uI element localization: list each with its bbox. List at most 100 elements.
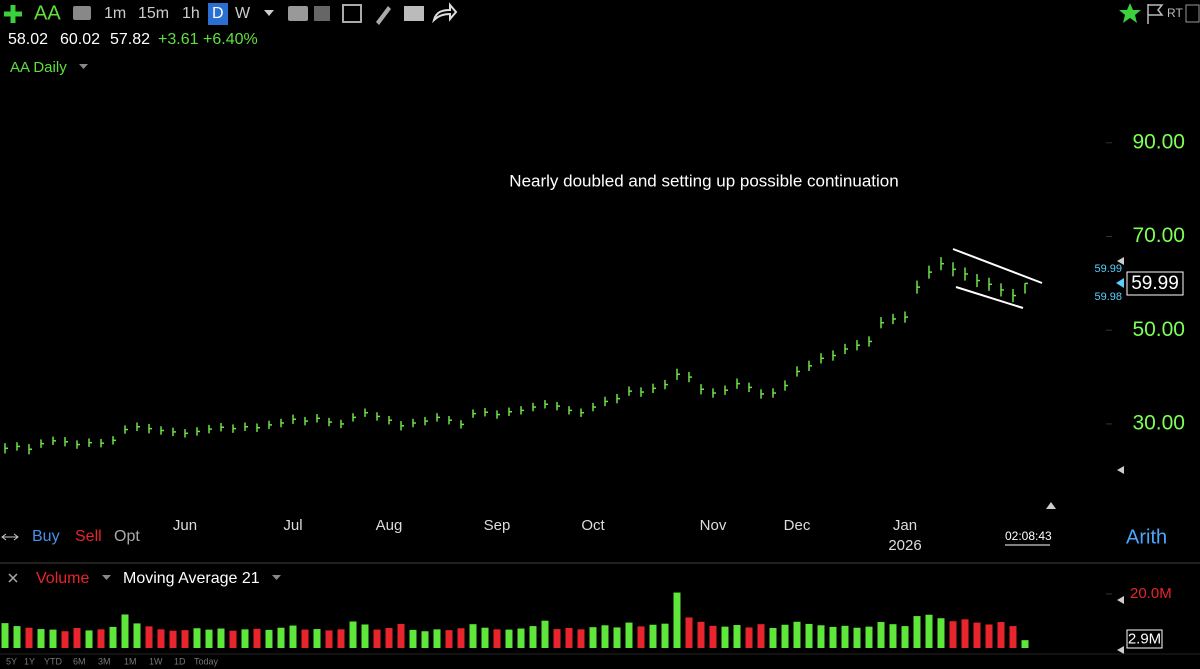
dropdown[interactable] <box>79 64 88 69</box>
channel-line[interactable] <box>955 286 1024 309</box>
interval[interactable]: W <box>235 5 251 22</box>
clock: 02:08:43 <box>1005 529 1052 543</box>
trade-sell[interactable]: Sell <box>75 528 102 545</box>
volume-bar <box>277 627 285 648</box>
volume-bar <box>205 629 213 648</box>
study-name[interactable]: Moving Average 21 <box>123 570 260 587</box>
volume-bar <box>697 621 705 648</box>
volume-bar <box>613 627 621 648</box>
icon[interactable] <box>314 6 330 21</box>
volume-label-box <box>1126 629 1163 649</box>
icon[interactable] <box>342 4 362 23</box>
volume-bar <box>841 625 849 648</box>
y-tick-label: 30.00 <box>1132 411 1185 434</box>
interval-selected <box>208 3 228 25</box>
volume-bar <box>793 621 801 648</box>
symbol[interactable]: AA <box>34 2 61 24</box>
bid: 59.99 <box>1094 263 1122 275</box>
range-option[interactable]: 5Y <box>6 656 17 666</box>
icon[interactable] <box>1185 4 1200 23</box>
trade-opt[interactable]: Opt <box>114 528 140 545</box>
icon[interactable] <box>376 6 391 25</box>
scale-mode[interactable]: Arith <box>1126 526 1167 548</box>
volume-bar <box>265 629 273 648</box>
icon[interactable] <box>288 6 308 21</box>
volume-bar <box>805 623 813 648</box>
volume-bar <box>817 625 825 648</box>
volume-bar <box>97 629 105 648</box>
volume-bar <box>133 623 141 648</box>
interval[interactable]: 1h <box>182 5 200 22</box>
range-option[interactable]: 3M <box>98 656 111 666</box>
y-tick-label: 90.00 <box>1132 130 1185 153</box>
volume-bar <box>721 626 729 648</box>
add-icon[interactable] <box>4 5 22 23</box>
quote-high: 60.02 <box>60 31 100 48</box>
range-option[interactable]: Today <box>194 656 219 666</box>
volume-bar <box>457 628 465 648</box>
icon[interactable] <box>404 6 424 21</box>
volume-bar <box>349 621 357 648</box>
range-option[interactable]: 1W <box>149 656 163 666</box>
dropdown[interactable] <box>264 10 274 16</box>
volume-bar <box>433 629 441 648</box>
quote-open: 58.02 <box>8 31 48 48</box>
volume-bar <box>997 622 1005 648</box>
icon[interactable] <box>73 6 91 20</box>
trade-buy[interactable]: Buy <box>32 528 60 545</box>
y-tick-label: 50.00 <box>1132 318 1185 341</box>
volume-bar <box>25 627 33 648</box>
favorite-icon[interactable] <box>1119 3 1141 23</box>
volume-bar <box>661 623 669 648</box>
volume-bar <box>37 629 45 648</box>
share-icon[interactable] <box>432 2 458 24</box>
interval[interactable]: 15m <box>138 5 169 22</box>
x-tick-label: Oct <box>581 517 605 534</box>
study-name[interactable]: Volume <box>36 570 89 587</box>
volume-bar <box>1021 640 1029 648</box>
range-option[interactable]: 1M <box>124 656 137 666</box>
chart-title[interactable]: AA Daily <box>10 59 67 76</box>
interval[interactable]: D <box>212 5 224 22</box>
volume-bar <box>949 621 957 648</box>
x-tick-label: Nov <box>700 517 727 534</box>
volume-bar <box>709 625 717 648</box>
volume-bar <box>517 628 525 648</box>
ask: 59.98 <box>1094 291 1122 303</box>
x-tick-label: Jul <box>283 517 302 534</box>
volume-bar <box>901 626 909 648</box>
volume-bar <box>781 624 789 648</box>
expand-icon[interactable] <box>1 533 19 541</box>
dropdown[interactable] <box>102 575 111 580</box>
flag-icon[interactable] <box>1147 4 1164 24</box>
range-option[interactable]: YTD <box>44 656 63 666</box>
volume-bar <box>985 624 993 648</box>
close-icon[interactable] <box>8 573 18 583</box>
quote-change: +3.61 <box>158 31 199 48</box>
volume-bar <box>637 626 645 648</box>
channel-line[interactable] <box>952 248 1043 284</box>
quote-change-pct: +6.40% <box>203 31 258 48</box>
volume-bar <box>1009 626 1017 648</box>
volume-bar <box>313 629 321 648</box>
interval[interactable]: 1m <box>104 5 126 22</box>
volume-bar <box>241 629 249 648</box>
volume-bar <box>361 624 369 648</box>
volume-bar <box>109 626 117 648</box>
volume-bar <box>469 624 477 648</box>
annotation: Nearly doubled and setting up possible c… <box>509 171 898 190</box>
x-tick-label: Jan <box>893 517 917 534</box>
volume-bar <box>325 630 333 648</box>
volume-bar <box>565 627 573 648</box>
volume-bar <box>733 625 741 648</box>
volume-bar <box>625 622 633 648</box>
volume-bar <box>589 627 597 648</box>
realtime: RT <box>1167 6 1183 20</box>
volume-bar <box>217 628 225 648</box>
dropdown[interactable] <box>272 575 281 580</box>
range-option[interactable]: 6M <box>73 656 86 666</box>
range-option[interactable]: 1Y <box>24 656 35 666</box>
volume-bar <box>445 630 453 648</box>
range-option[interactable]: 1D <box>174 656 186 666</box>
volume-bar <box>961 619 969 648</box>
